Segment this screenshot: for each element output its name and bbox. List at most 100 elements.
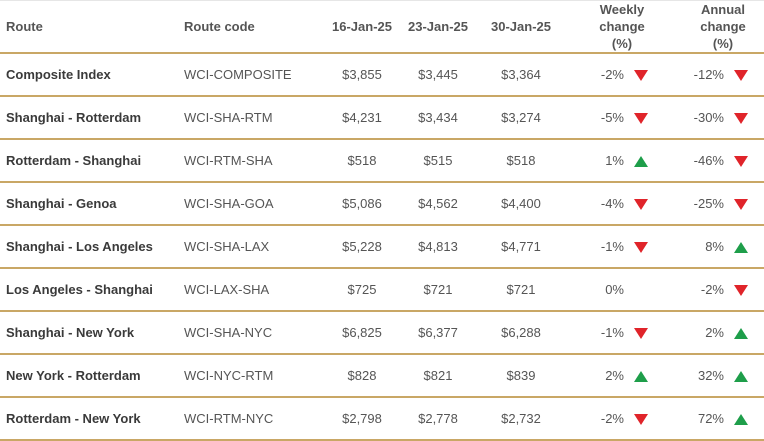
table-row: Shanghai - Genoa WCI-SHA-GOA $5,086 $4,562 $… [0, 182, 764, 226]
arrow-up [634, 371, 648, 383]
table-row: Rotterdam - New York WCI-RTM-NYC $2,798 $2,… [0, 397, 764, 441]
route-code: WCI-RTM-NYC [178, 397, 322, 441]
change-value: -5% [600, 110, 624, 125]
change-cell: -2% [568, 53, 668, 97]
route-code: WCI-LAX-SHA [178, 268, 322, 312]
header-cell: Route code [178, 0, 322, 54]
change-value: -1% [600, 239, 624, 254]
rate-cell: $6,288 [474, 311, 568, 355]
header-cell: Annual change (%) [668, 0, 764, 54]
arrow-down [734, 199, 748, 211]
rate-cell: $518 [322, 139, 402, 183]
arrow-down [734, 156, 748, 168]
rate-cell: $821 [402, 354, 474, 398]
change-value: 32% [697, 368, 724, 383]
table-row: Composite Index WCI-COMPOSITE $3,855 $3,445… [0, 53, 764, 97]
rate-cell: $721 [402, 268, 474, 312]
change-cell: 1% [568, 139, 668, 183]
change-value: -25% [693, 196, 724, 211]
rate-cell: $5,228 [322, 225, 402, 269]
change-cell: -30% [668, 96, 764, 140]
route-name: Shanghai - Rotterdam [0, 96, 178, 140]
arrow-down [634, 414, 648, 426]
route-name: Los Angeles - Shanghai [0, 268, 178, 312]
rate-cell: $721 [474, 268, 568, 312]
change-value: -12% [693, 67, 724, 82]
route-code: WCI-SHA-RTM [178, 96, 322, 140]
change-cell: -4% [568, 182, 668, 226]
rate-cell: $518 [474, 139, 568, 183]
rate-cell: $2,732 [474, 397, 568, 441]
arrow-down [734, 285, 748, 297]
route-name: Rotterdam - Shanghai [0, 139, 178, 183]
arrow-down [634, 242, 648, 254]
header-cell: 30-Jan-25 [474, 0, 568, 54]
arrow-down [734, 70, 748, 82]
header-cell: 16-Jan-25 [322, 0, 402, 54]
change-value: -2% [600, 411, 624, 426]
rate-cell: $725 [322, 268, 402, 312]
change-cell: -2% [568, 397, 668, 441]
rate-cell: $4,771 [474, 225, 568, 269]
table-row: Shanghai - Los Angeles WCI-SHA-LAX $5,228 $… [0, 225, 764, 269]
rate-cell: $2,778 [402, 397, 474, 441]
change-value: 2% [605, 368, 624, 383]
header-row: Route Route code 16-Jan-25 23-Jan-25 30-Jan-… [0, 0, 764, 54]
rate-cell: $3,445 [402, 53, 474, 97]
rate-cell: $828 [322, 354, 402, 398]
arrow-down [734, 113, 748, 125]
change-cell: -25% [668, 182, 764, 226]
route-name: Shanghai - Genoa [0, 182, 178, 226]
rate-cell: $4,813 [402, 225, 474, 269]
rate-cell: $839 [474, 354, 568, 398]
route-code: WCI-SHA-GOA [178, 182, 322, 226]
table-row: Shanghai - New York WCI-SHA-NYC $6,825 $6,3… [0, 311, 764, 355]
change-value: 8% [705, 239, 724, 254]
change-value: 2% [705, 325, 724, 340]
arrow-down [634, 328, 648, 340]
change-cell: 2% [568, 354, 668, 398]
change-value: -2% [700, 282, 724, 297]
change-value: -1% [600, 325, 624, 340]
rate-cell: $3,274 [474, 96, 568, 140]
route-code: WCI-NYC-RTM [178, 354, 322, 398]
route-name: New York - Rotterdam [0, 354, 178, 398]
change-value: 72% [697, 411, 724, 426]
change-cell: -12% [668, 53, 764, 97]
table-row: New York - Rotterdam WCI-NYC-RTM $828 $821 $… [0, 354, 764, 398]
route-name: Composite Index [0, 53, 178, 97]
table-row: Rotterdam - Shanghai WCI-RTM-SHA $518 $515 $… [0, 139, 764, 183]
header-cell: Weekly change (%) [568, 0, 668, 54]
header-cell: Route [0, 0, 178, 54]
rate-cell: $4,400 [474, 182, 568, 226]
change-cell: 0% [568, 268, 668, 312]
arrow-spacer [634, 285, 648, 296]
table-row: Shanghai - Rotterdam WCI-SHA-RTM $4,231 $3,… [0, 96, 764, 140]
change-cell: -2% [668, 268, 764, 312]
change-value: -4% [600, 196, 624, 211]
route-name: Shanghai - Los Angeles [0, 225, 178, 269]
rate-cell: $6,825 [322, 311, 402, 355]
route-code: WCI-SHA-LAX [178, 225, 322, 269]
arrow-down [634, 199, 648, 211]
rate-cell: $5,086 [322, 182, 402, 226]
table-body: Composite Index WCI-COMPOSITE $3,855 $3,445… [0, 53, 764, 441]
change-value: -46% [693, 153, 724, 168]
arrow-up [734, 328, 748, 340]
table-header: Route Route code 16-Jan-25 23-Jan-25 30-Jan-… [0, 0, 764, 54]
route-code: WCI-SHA-NYC [178, 311, 322, 355]
change-cell: -1% [568, 225, 668, 269]
change-cell: 72% [668, 397, 764, 441]
change-cell: 8% [668, 225, 764, 269]
change-cell: 2% [668, 311, 764, 355]
rate-cell: $3,855 [322, 53, 402, 97]
arrow-up [734, 414, 748, 426]
table-row: Los Angeles - Shanghai WCI-LAX-SHA $725 $72… [0, 268, 764, 312]
rate-cell: $4,231 [322, 96, 402, 140]
change-cell: -1% [568, 311, 668, 355]
arrow-down [634, 113, 648, 125]
route-code: WCI-RTM-SHA [178, 139, 322, 183]
route-name: Rotterdam - New York [0, 397, 178, 441]
